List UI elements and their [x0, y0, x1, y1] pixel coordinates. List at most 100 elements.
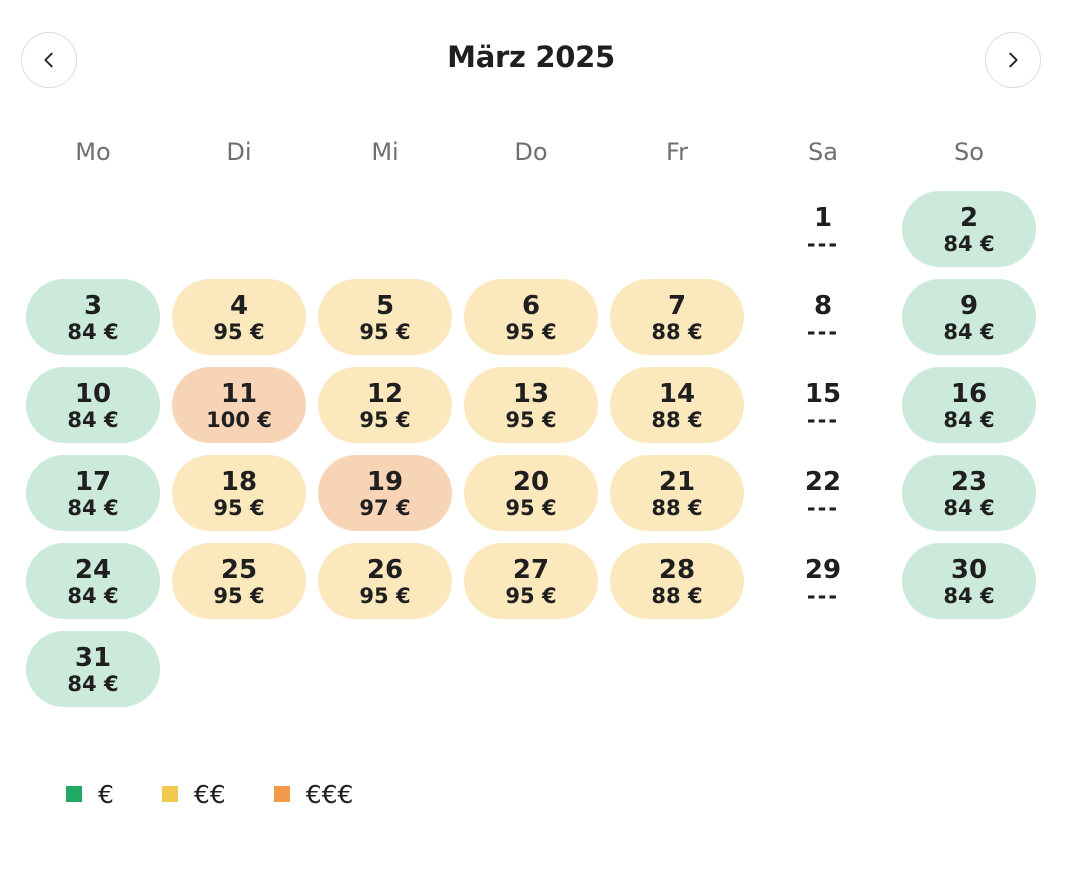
weekday-mo: Mo [75, 138, 111, 166]
day-number: 15 [804, 379, 842, 409]
day-price: 84 € [67, 584, 119, 608]
day-cell-14[interactable]: 14 88 € [610, 367, 744, 443]
day-price: 84 € [943, 408, 995, 432]
legend-swatch [66, 786, 82, 802]
legend-item: €€€ [273, 779, 354, 809]
day-cell-5[interactable]: 5 95 € [318, 279, 452, 355]
weekday-header-row: Mo Di Mi Do Fr Sa So [20, 138, 1044, 178]
day-price: 95 € [359, 320, 411, 344]
weekday-so: So [954, 138, 984, 166]
day-cell-23[interactable]: 23 84 € [902, 455, 1036, 531]
day-number: 2 [959, 203, 979, 233]
day-number: 21 [658, 467, 696, 497]
day-price: 95 € [213, 320, 265, 344]
day-cell-22: 22 --- [756, 455, 890, 531]
day-cell-9[interactable]: 9 84 € [902, 279, 1036, 355]
day-cell-10[interactable]: 10 84 € [26, 367, 160, 443]
day-price: --- [806, 584, 840, 608]
day-price: 84 € [67, 496, 119, 520]
day-cell-26[interactable]: 26 95 € [318, 543, 452, 619]
legend-label: € [98, 779, 114, 809]
weekday-mi: Mi [371, 138, 399, 166]
day-cell-11[interactable]: 11 100 € [172, 367, 306, 443]
day-price: 84 € [67, 320, 119, 344]
day-price: 95 € [359, 408, 411, 432]
day-number: 28 [658, 555, 696, 585]
legend-swatch [273, 786, 290, 802]
day-cell-24[interactable]: 24 84 € [26, 543, 160, 619]
day-cell-12[interactable]: 12 95 € [318, 367, 452, 443]
day-cell-18[interactable]: 18 95 € [172, 455, 306, 531]
day-price: --- [806, 320, 840, 344]
day-number: 24 [74, 555, 112, 585]
day-number: 31 [74, 643, 112, 673]
day-price: 88 € [651, 584, 703, 608]
day-cell-7[interactable]: 7 88 € [610, 279, 744, 355]
day-cell-2[interactable]: 2 84 € [902, 191, 1036, 267]
day-price: 95 € [505, 408, 557, 432]
day-cell-16[interactable]: 16 84 € [902, 367, 1036, 443]
legend-label: €€€ [305, 779, 354, 809]
day-number: 18 [220, 467, 258, 497]
day-cell-27[interactable]: 27 95 € [464, 543, 598, 619]
day-number: 30 [950, 555, 988, 585]
day-number: 3 [83, 291, 103, 321]
day-number: 5 [375, 291, 395, 321]
weekday-do: Do [514, 138, 548, 166]
day-cell-30[interactable]: 30 84 € [902, 543, 1036, 619]
day-number: 13 [512, 379, 550, 409]
day-cell-19[interactable]: 19 97 € [318, 455, 452, 531]
day-price: 84 € [943, 584, 995, 608]
calendar-header: März 2025 [0, 0, 1080, 120]
day-price: 97 € [359, 496, 411, 520]
day-number: 27 [512, 555, 550, 585]
day-cell-13[interactable]: 13 95 € [464, 367, 598, 443]
day-price: 84 € [67, 408, 119, 432]
day-number: 22 [804, 467, 842, 497]
day-number: 23 [950, 467, 988, 497]
day-number: 6 [521, 291, 541, 321]
day-price: 88 € [651, 496, 703, 520]
day-price: 95 € [505, 496, 557, 520]
day-cell-25[interactable]: 25 95 € [172, 543, 306, 619]
prev-month-button[interactable] [21, 32, 77, 88]
day-price: 95 € [213, 584, 265, 608]
day-price: --- [806, 232, 840, 256]
legend-swatch [161, 786, 178, 802]
chevron-right-icon [1009, 52, 1018, 68]
price-legend: € €€ €€€ [66, 778, 401, 810]
legend-label: €€ [193, 779, 226, 809]
day-number: 9 [959, 291, 979, 321]
day-price: 95 € [505, 320, 557, 344]
legend-item: €€ [161, 779, 226, 809]
day-price: --- [806, 496, 840, 520]
next-month-button[interactable] [985, 32, 1041, 88]
day-price: 95 € [359, 584, 411, 608]
legend-item: € [66, 780, 114, 809]
day-price: 100 € [206, 408, 272, 432]
day-number: 14 [658, 379, 696, 409]
day-number: 19 [366, 467, 404, 497]
weekday-sa: Sa [808, 138, 838, 166]
day-price: 88 € [651, 320, 703, 344]
day-cell-1: 1 --- [756, 191, 890, 267]
day-cell-6[interactable]: 6 95 € [464, 279, 598, 355]
day-number: 10 [74, 379, 112, 409]
day-number: 12 [366, 379, 404, 409]
day-price: 84 € [67, 672, 119, 696]
day-number: 20 [512, 467, 550, 497]
day-price: 88 € [651, 408, 703, 432]
day-cell-8: 8 --- [756, 279, 890, 355]
day-cell-4[interactable]: 4 95 € [172, 279, 306, 355]
day-cell-21[interactable]: 21 88 € [610, 455, 744, 531]
day-cell-20[interactable]: 20 95 € [464, 455, 598, 531]
day-number: 16 [950, 379, 988, 409]
day-price: 84 € [943, 320, 995, 344]
day-cell-31[interactable]: 31 84 € [26, 631, 160, 707]
month-title: März 2025 [447, 40, 615, 74]
day-number: 8 [813, 291, 833, 321]
day-number: 11 [220, 379, 258, 409]
day-cell-17[interactable]: 17 84 € [26, 455, 160, 531]
day-cell-28[interactable]: 28 88 € [610, 543, 744, 619]
day-cell-3[interactable]: 3 84 € [26, 279, 160, 355]
